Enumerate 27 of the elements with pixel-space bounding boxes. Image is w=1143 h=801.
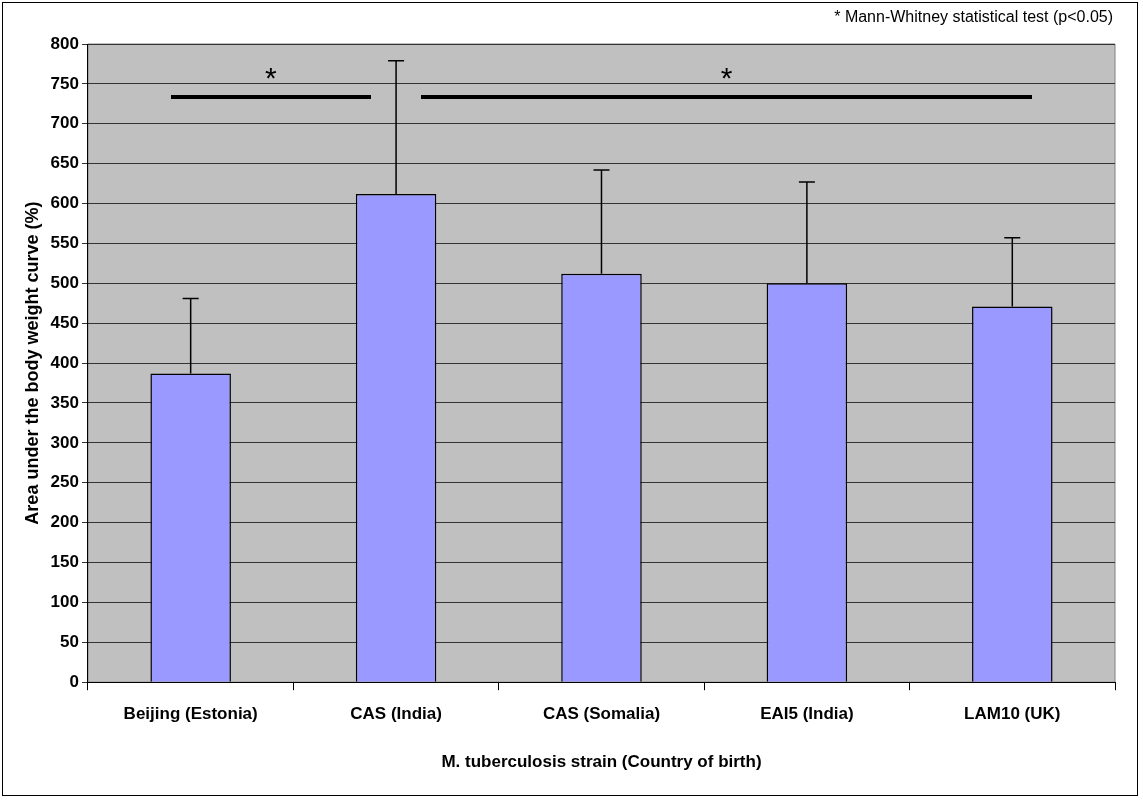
x-tick-label: CAS (Somalia) bbox=[542, 704, 661, 724]
y-tick-label: 650 bbox=[50, 153, 79, 173]
y-tick-label: 50 bbox=[60, 632, 79, 651]
x-tick-label: EAI5 (India) bbox=[760, 704, 854, 724]
y-tick-label: 250 bbox=[50, 472, 79, 492]
y-tick-label: 400 bbox=[50, 352, 79, 372]
y-tick-label: 150 bbox=[50, 552, 79, 572]
y-tick-label: 800 bbox=[50, 33, 79, 53]
y-tick-label: 200 bbox=[50, 512, 79, 532]
text: * Mann-Whitney statistical test (p<0.05) bbox=[834, 8, 1113, 26]
y-tick-label: 300 bbox=[50, 432, 79, 452]
y-tick-label: 600 bbox=[50, 193, 79, 213]
x-tick-label: Beijing (Estonia) bbox=[123, 704, 258, 724]
y-tick-label: 100 bbox=[50, 592, 79, 612]
y-tick-label: 750 bbox=[50, 73, 79, 93]
x-tick-label: LAM10 (UK) bbox=[964, 704, 1061, 724]
y-tick-label: 550 bbox=[50, 233, 79, 253]
y-tick-label: 500 bbox=[50, 273, 79, 293]
annotation: * bbox=[265, 61, 277, 95]
y-tick-label: 700 bbox=[50, 113, 79, 133]
x-tick-label: CAS (India) bbox=[350, 704, 442, 724]
y-axis-title: Area under the body weight curve (%) bbox=[21, 201, 42, 525]
y-tick-label: 0 bbox=[69, 671, 79, 691]
y-tick-label: 350 bbox=[50, 392, 79, 412]
x-axis-title: M. tuberculosis strain (Country of birth) bbox=[441, 752, 762, 772]
annotation: * bbox=[720, 61, 733, 95]
y-tick-label: 450 bbox=[50, 312, 79, 332]
